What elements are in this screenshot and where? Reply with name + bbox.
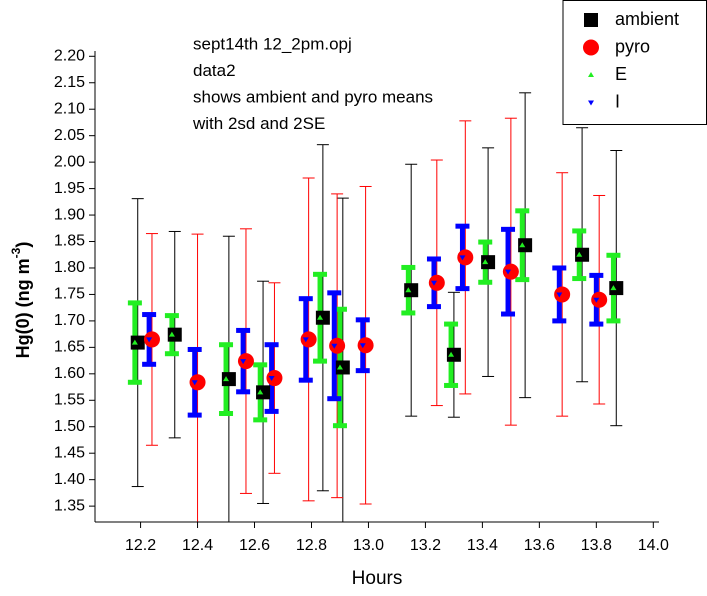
- y-tick-label: 1.55: [54, 391, 85, 408]
- x-tick-label: 14.0: [638, 537, 669, 554]
- marker-circle: [189, 374, 206, 391]
- marker-triangle: [430, 280, 437, 286]
- legend-label: I: [615, 91, 620, 111]
- marker-triangle: [588, 100, 594, 106]
- x-tick-label: 12.2: [125, 537, 156, 554]
- y-label-end: ): [13, 242, 33, 248]
- marker-square: [315, 310, 330, 325]
- marker-square: [584, 13, 598, 27]
- y-tick-label: 1.80: [54, 259, 85, 276]
- marker-triangle: [593, 297, 600, 303]
- y-tick-label: 1.50: [54, 418, 85, 435]
- marker-circle: [143, 331, 160, 348]
- marker-square: [575, 247, 590, 262]
- x-tick-label: 13.6: [524, 537, 555, 554]
- plot-area: [127, 92, 624, 522]
- annotation-line: data2: [193, 61, 236, 80]
- x-axis-label: Hours: [352, 568, 403, 589]
- y-tick-label: 1.90: [54, 206, 85, 223]
- marker-triangle: [331, 343, 338, 349]
- marker-triangle: [268, 376, 275, 382]
- marker-triangle: [191, 380, 198, 386]
- marker-triangle: [556, 292, 563, 298]
- y-label-sup: -3: [9, 247, 23, 258]
- marker-square: [335, 360, 350, 375]
- marker-triangle: [336, 364, 343, 370]
- marker-square: [481, 255, 496, 270]
- annotation-line: with 2sd and 2SE: [192, 114, 325, 133]
- marker-circle: [428, 274, 445, 291]
- y-tick-label: 2.15: [54, 74, 85, 91]
- legend: ambient pyro EI: [562, 0, 707, 125]
- legend-label: pyro: [615, 36, 650, 56]
- marker-circle: [554, 286, 571, 303]
- marker-circle: [266, 370, 283, 387]
- x-tick-label: 13.8: [581, 537, 612, 554]
- marker-triangle: [519, 242, 526, 248]
- marker-square: [256, 385, 271, 400]
- marker-circle: [329, 337, 346, 354]
- y-tick-label: 1.65: [54, 339, 85, 356]
- marker-triangle: [459, 255, 466, 261]
- marker-triangle: [448, 351, 455, 357]
- marker-square: [130, 335, 145, 350]
- marker-square: [518, 238, 533, 253]
- y-tick-label: 2.20: [54, 48, 85, 65]
- marker-square: [167, 327, 182, 342]
- y-tick-label: 1.75: [54, 286, 85, 303]
- annotation-line: sept14th 12_2pm.opj: [193, 34, 352, 53]
- marker-square: [221, 372, 236, 387]
- marker-triangle: [317, 314, 324, 320]
- marker-triangle: [576, 251, 583, 257]
- marker-circle: [583, 39, 599, 56]
- marker-circle: [237, 353, 254, 370]
- axes: 1.35 1.40 1.45 1.50 1.55 1.60 1.65 1.70 1.75 1.80…: [54, 48, 669, 555]
- y-axis-label: Hg(0) (ng m-3): [9, 242, 33, 359]
- x-tick-label: 13.2: [410, 537, 441, 554]
- y-tick-label: 2.10: [54, 100, 85, 117]
- y-tick-label: 2.00: [54, 153, 85, 170]
- y-tick-label: 1.95: [54, 180, 85, 197]
- x-tick-label: 12.6: [239, 537, 270, 554]
- marker-triangle: [302, 337, 309, 343]
- y-tick-label: 1.60: [54, 365, 85, 382]
- marker-triangle: [482, 259, 489, 265]
- marker-triangle: [505, 269, 512, 275]
- marker-square: [404, 283, 419, 298]
- marker-triangle: [146, 337, 153, 343]
- marker-triangle: [405, 287, 412, 293]
- annotation-line: shows ambient and pyro means: [193, 87, 433, 106]
- marker-circle: [502, 263, 519, 280]
- y-tick-label: 1.35: [54, 497, 85, 514]
- marker-triangle: [257, 389, 264, 395]
- marker-circle: [457, 249, 474, 266]
- y-tick-label: 1.85: [54, 233, 85, 250]
- y-tick-label: 1.40: [54, 471, 85, 488]
- x-tick-label: 12.8: [296, 537, 327, 554]
- marker-triangle: [240, 359, 247, 365]
- marker-circle: [357, 337, 374, 354]
- legend-label: ambient: [615, 9, 679, 29]
- marker-triangle: [610, 285, 617, 291]
- marker-triangle: [588, 72, 594, 77]
- x-tick-label: 12.4: [182, 537, 213, 554]
- y-tick-label: 1.45: [54, 444, 85, 461]
- y-tick-label: 1.70: [54, 312, 85, 329]
- y-tick-label: 2.05: [54, 127, 85, 144]
- marker-circle: [591, 291, 608, 308]
- marker-triangle: [359, 343, 366, 349]
- marker-square: [446, 347, 461, 362]
- x-tick-label: 13.4: [467, 537, 498, 554]
- marker-triangle: [223, 376, 230, 382]
- annotation: sept14th 12_2pm.opj data2 shows ambient an…: [192, 34, 433, 133]
- marker-circle: [300, 331, 317, 348]
- marker-square: [609, 281, 624, 296]
- marker-triangle: [168, 331, 175, 337]
- x-tick-label: 13.0: [353, 537, 384, 554]
- y-label-main: Hg(0) (ng m: [13, 258, 33, 358]
- marker-triangle: [131, 339, 138, 345]
- legend-label: E: [615, 64, 627, 84]
